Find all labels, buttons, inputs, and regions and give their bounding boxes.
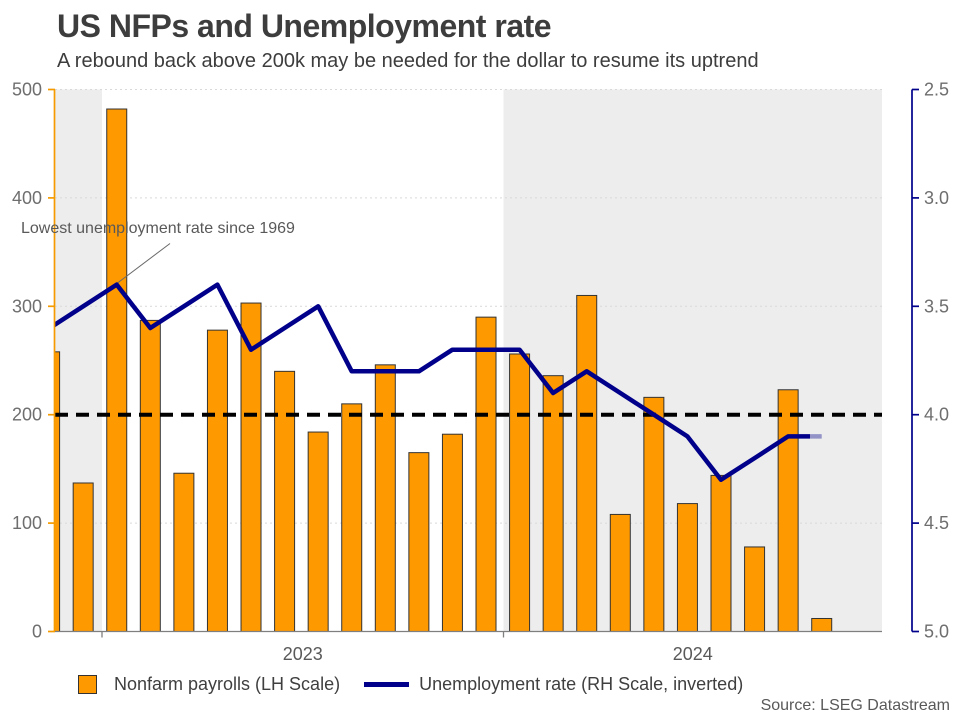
nfp-bar-Apr-2023 (206, 329, 228, 632)
legend-bar-label: Nonfarm payrolls (LH Scale) (114, 673, 341, 694)
legend-line-swatch (364, 681, 410, 687)
chart-subtitle: A rebound back above 200k may be needed … (57, 50, 759, 72)
left-axis-tick-label-500: 500 (12, 80, 42, 100)
nfp-bar-Nov-2022 (55, 351, 61, 632)
right-axis-tick-label-3.5: 3.5 (924, 296, 949, 316)
nfp-bar-Dec-2023 (475, 316, 497, 632)
source-label: Source: LSEG Datastream (760, 697, 950, 714)
legend-line-label: Unemployment rate (RH Scale, inverted) (419, 673, 744, 694)
right-axis-tick-label-4.5: 4.5 (924, 513, 949, 533)
legend-bar-swatch (78, 674, 97, 694)
left-axis-tick-label-400: 400 (12, 188, 42, 208)
nfp-bar-Feb-2024 (542, 375, 564, 632)
right-axis-tick-label-3.0: 3.0 (924, 188, 949, 208)
nfp-bar-Aug-2024 (744, 546, 766, 632)
nfp-bar-Oct-2024 (811, 617, 833, 632)
nfp-bar-Mar-2024 (576, 294, 598, 632)
annotation-label: Lowest unemployment rate since 1969 (21, 220, 295, 237)
right-axis-tick-label-2.5: 2.5 (924, 80, 949, 100)
nfp-bar-Jun-2024 (676, 503, 698, 632)
nfp-bar-Oct-2023 (408, 452, 430, 632)
x-axis-year-label-2023: 2023 (283, 644, 323, 664)
nfp-bar-Jan-2024 (509, 353, 531, 632)
annotation-pointer-line (115, 243, 171, 285)
nfp-bar-May-2023 (240, 302, 262, 632)
nfp-bar-Feb-2023 (139, 319, 161, 632)
nfp-bar-Mar-2023 (173, 472, 195, 632)
unemployment-line (55, 282, 810, 482)
legend: Nonfarm payrolls (LH Scale) Unemployment… (78, 673, 743, 695)
nfp-bar-Sep-2024 (777, 389, 799, 632)
nfp-bar-Aug-2023 (341, 403, 363, 632)
left-axis-tick-label-0: 0 (32, 622, 42, 642)
nfp-bar-May-2024 (643, 396, 665, 632)
nfp-bar-Dec-2022 (72, 482, 94, 632)
nfp-bar-Apr-2024 (609, 513, 631, 632)
chart-title: US NFPs and Unemployment rate (57, 8, 552, 44)
nfp-bar-Sep-2023 (374, 364, 396, 632)
nfp-bar-Jul-2023 (307, 431, 329, 632)
nfp-bar-Jan-2023 (106, 108, 128, 632)
left-axis-tick-label-100: 100 (12, 513, 42, 533)
left-axis-tick-label-300: 300 (12, 296, 42, 316)
x-axis-year-label-2024: 2024 (673, 644, 713, 664)
right-axis-tick-label-5.0: 5.0 (924, 622, 949, 642)
nfp-bar-Jun-2023 (274, 370, 296, 632)
right-axis-tick-label-4.0: 4.0 (924, 405, 949, 425)
left-axis-tick-label-200: 200 (12, 405, 42, 425)
nfp-bar-Nov-2023 (441, 433, 463, 632)
nfp-bar-Jul-2024 (710, 474, 732, 632)
